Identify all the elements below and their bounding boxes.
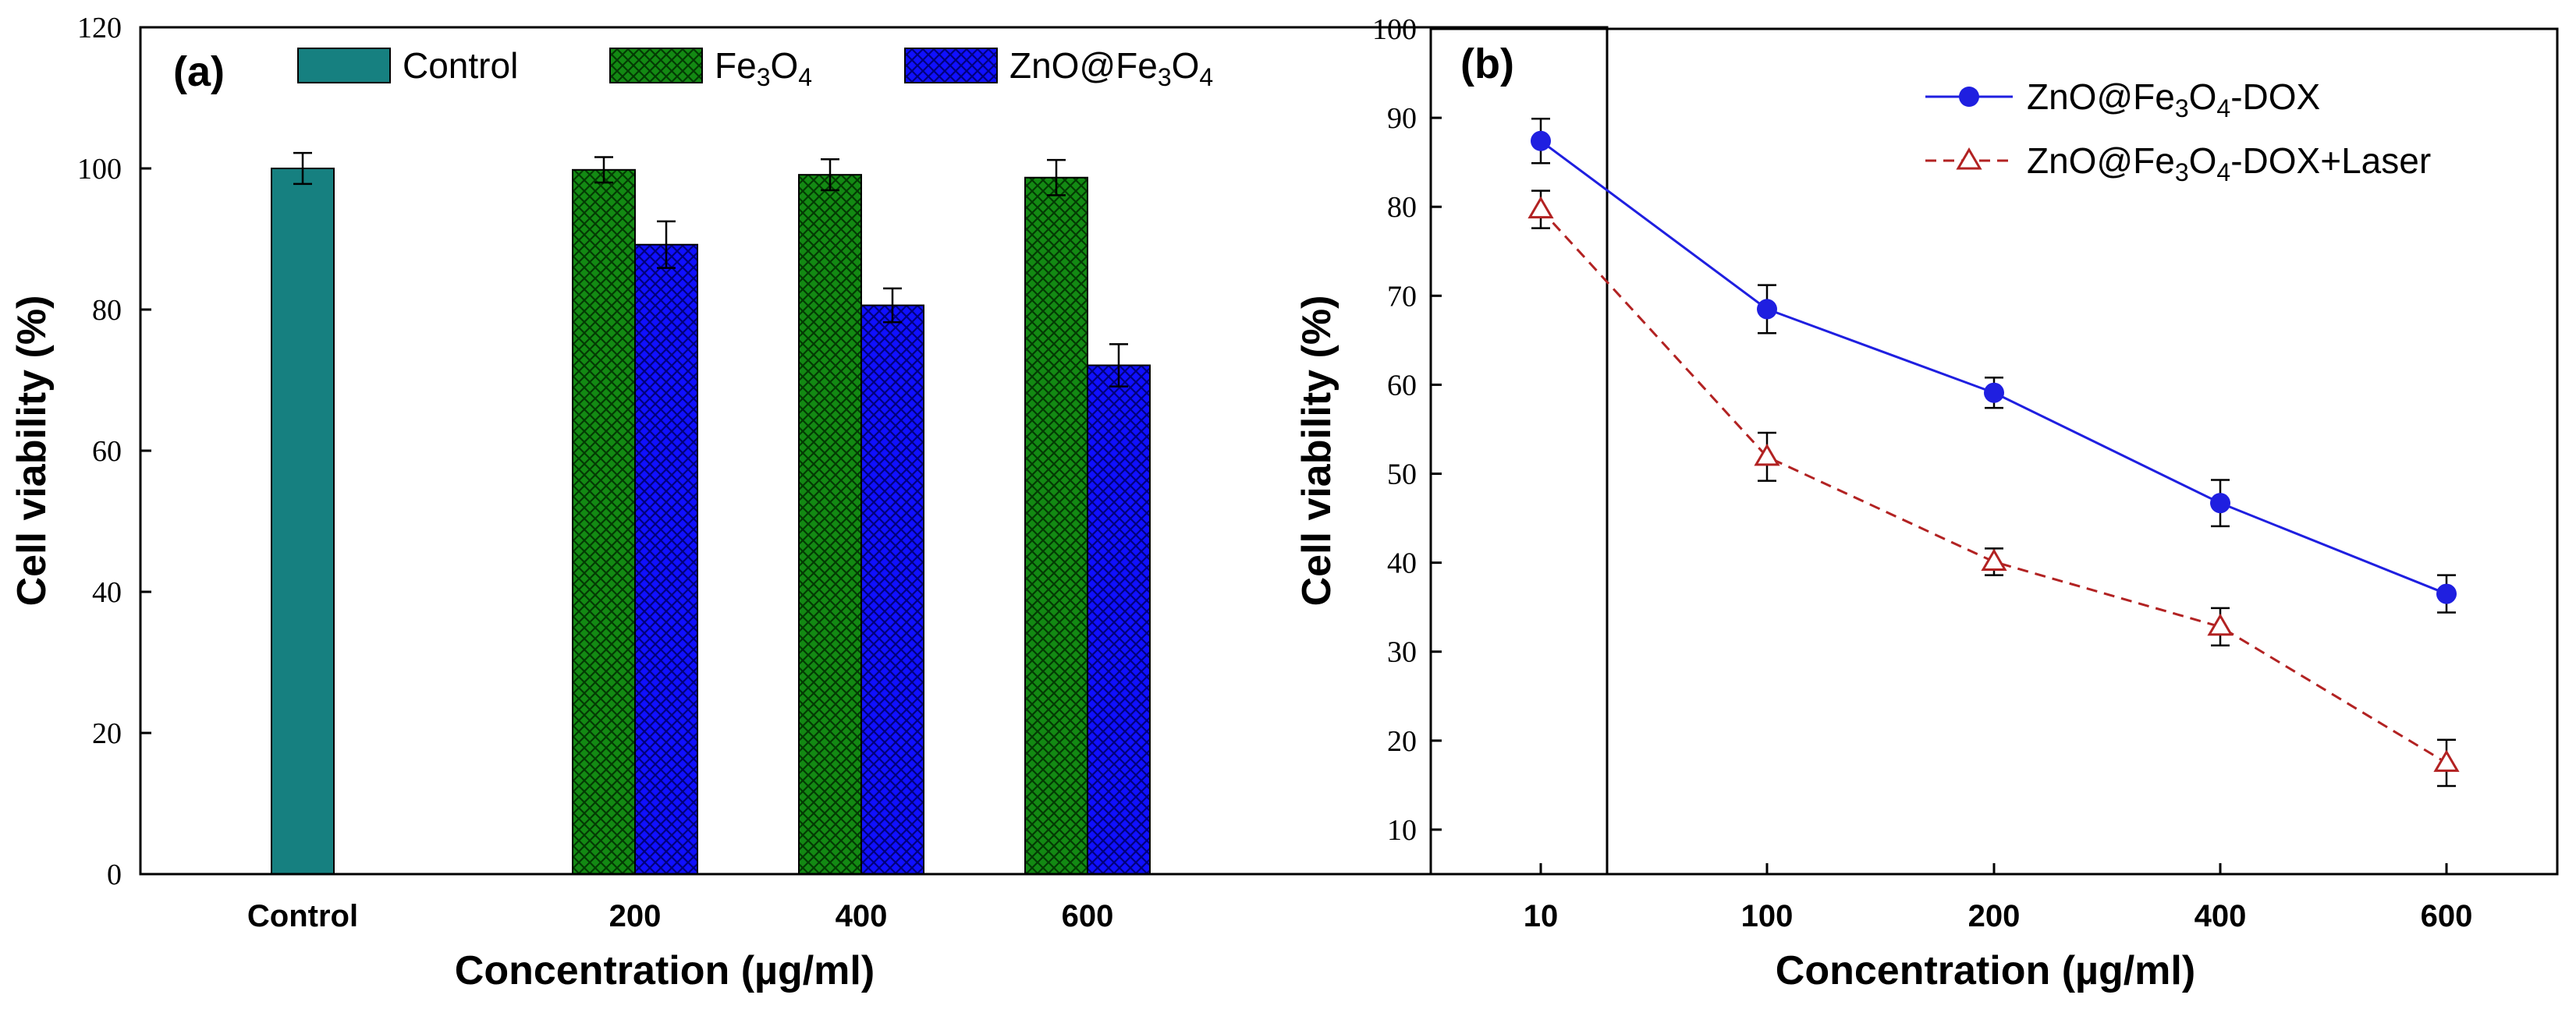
b-legend-marker-laser <box>1956 147 1982 170</box>
a-legend-swatch-fe3o4 <box>609 48 703 83</box>
b-x-category-label: 600 <box>2421 899 2473 933</box>
b-point <box>2433 749 2460 772</box>
a-bar <box>860 304 924 875</box>
a-y-tick-label: 60 <box>92 435 122 468</box>
a-bars-group <box>271 168 1151 875</box>
a-y-tick-label: 100 <box>77 153 122 186</box>
a-y-tick-label: 80 <box>92 294 122 327</box>
a-y-tick-label: 40 <box>92 576 122 609</box>
b-y-tick-label: 40 <box>1387 547 1417 580</box>
b-point <box>2207 613 2234 636</box>
a-x-axis-title: Concentration (µg/ml) <box>455 948 875 993</box>
b-y-axis: 10 20 30 40 50 60 70 80 90 100 <box>1372 13 1442 847</box>
b-y-tick-label: 30 <box>1387 636 1417 669</box>
b-y-axis-title: Cell viability (%) <box>1294 296 1339 607</box>
a-y-tick-label: 120 <box>77 12 122 44</box>
b-markers-group <box>1528 130 2460 772</box>
a-bar <box>572 168 636 875</box>
b-x-category-label: 10 <box>1524 899 1559 933</box>
b-series-line-1 <box>1539 208 2447 764</box>
b-y-tick-label: 10 <box>1387 814 1417 847</box>
a-bar <box>1087 364 1151 875</box>
a-legend-label-znofe3o4: ZnO@Fe3O4 <box>1009 45 1213 91</box>
b-y-tick-label: 50 <box>1387 458 1417 491</box>
a-y-tick-label: 0 <box>107 859 122 891</box>
b-panel-label: (b) <box>1460 41 1514 87</box>
a-x-axis: Control 200 400 600 <box>247 899 1113 933</box>
a-panel-label: (a) <box>173 48 225 95</box>
a-x-category-label: 200 <box>609 899 662 933</box>
b-y-tick-label: 20 <box>1387 725 1417 758</box>
a-legend-swatch-control <box>297 48 391 83</box>
b-x-axis: 10 100 200 400 600 <box>1524 863 2473 933</box>
b-x-category-label: 400 <box>2195 899 2247 933</box>
a-legend-label-fe3o4: Fe3O4 <box>715 45 812 91</box>
panel-b-line-chart: 10 20 30 40 50 60 70 80 90 100 10 100 200 400 600 (b)… <box>1294 13 2559 993</box>
b-point <box>1981 548 2007 571</box>
b-y-tick-label: 80 <box>1387 191 1417 224</box>
b-series-line-0 <box>1540 140 2447 595</box>
a-x-category-label: 400 <box>836 899 888 933</box>
a-y-axis-title: Cell viability (%) <box>9 296 55 607</box>
b-point <box>2210 493 2230 514</box>
a-bar <box>1024 176 1088 875</box>
a-bar <box>271 168 335 875</box>
a-bar <box>798 174 862 875</box>
b-point <box>1757 299 1777 320</box>
b-y-tick-label: 70 <box>1387 280 1417 313</box>
a-legend: Control Fe3O4 ZnO@Fe3O4 <box>297 45 1213 91</box>
a-y-tick-label: 20 <box>92 717 122 750</box>
b-point <box>1984 382 2004 403</box>
b-lines-group <box>1539 140 2447 764</box>
a-x-category-label: Control <box>247 899 358 933</box>
b-x-axis-title: Concentration (µg/ml) <box>1776 948 2195 993</box>
b-point <box>1528 196 1554 219</box>
b-point <box>1531 130 1551 151</box>
b-legend: ZnO@Fe3O4-DOX ZnO@Fe3O4-DOX+Laser <box>1925 76 2431 186</box>
b-point <box>2436 583 2457 604</box>
b-y-tick-label: 90 <box>1387 102 1417 135</box>
a-bar <box>634 243 698 875</box>
b-x-category-label: 200 <box>1968 899 2021 933</box>
a-legend-swatch-znofe3o4 <box>904 48 998 83</box>
b-point <box>1754 443 1780 466</box>
b-legend-marker-dox <box>1959 87 1979 107</box>
panel-a-bar-chart: 0 20 40 60 80 100 120 Control 200 400 600 (a) Cel… <box>9 12 1609 993</box>
b-y-tick-label: 100 <box>1372 13 1417 46</box>
b-legend-label-dox: ZnO@Fe3O4-DOX <box>2027 76 2320 122</box>
b-x-category-label: 100 <box>1741 899 1794 933</box>
a-error-bars-group <box>293 151 1128 388</box>
a-legend-label-control: Control <box>403 45 518 86</box>
a-x-category-label: 600 <box>1062 899 1114 933</box>
b-y-tick-label: 60 <box>1387 369 1417 402</box>
b-legend-label-laser: ZnO@Fe3O4-DOX+Laser <box>2027 140 2431 186</box>
a-y-axis: 0 20 40 60 80 100 120 <box>77 12 151 891</box>
